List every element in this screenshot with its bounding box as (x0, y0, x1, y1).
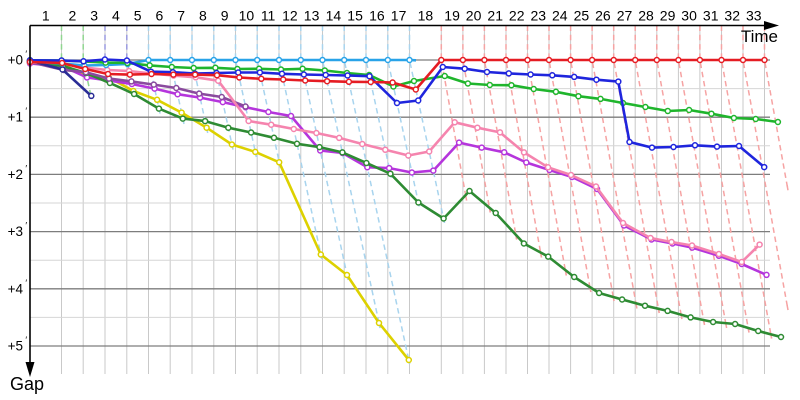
svg-text:′: ′ (25, 163, 27, 173)
svg-text:12: 12 (282, 8, 298, 24)
svg-text:+1: +1 (8, 110, 23, 125)
svg-text:27: 27 (617, 8, 633, 24)
svg-text:3: 3 (90, 8, 98, 24)
svg-text:26: 26 (595, 8, 611, 24)
svg-text:10: 10 (239, 8, 255, 24)
svg-text:32: 32 (724, 8, 740, 24)
svg-text:8: 8 (199, 8, 207, 24)
svg-text:9: 9 (221, 8, 229, 24)
svg-text:23: 23 (531, 8, 547, 24)
svg-text:Gap: Gap (10, 374, 44, 394)
svg-text:17: 17 (391, 8, 407, 24)
svg-text:Time: Time (741, 27, 778, 46)
svg-text:4: 4 (112, 8, 120, 24)
svg-text:′: ′ (25, 278, 27, 288)
svg-text:18: 18 (418, 8, 434, 24)
svg-text:15: 15 (347, 8, 363, 24)
svg-text:30: 30 (681, 8, 697, 24)
svg-text:+2: +2 (8, 167, 23, 182)
svg-text:33: 33 (746, 8, 762, 24)
svg-text:′: ′ (25, 106, 27, 116)
svg-text:+0: +0 (8, 53, 23, 68)
svg-text:29: 29 (660, 8, 676, 24)
svg-text:16: 16 (369, 8, 385, 24)
svg-text:21: 21 (487, 8, 503, 24)
svg-text:19: 19 (444, 8, 460, 24)
svg-text:+4: +4 (8, 281, 24, 296)
svg-text:′: ′ (25, 221, 27, 231)
svg-text:2: 2 (69, 8, 77, 24)
svg-text:′: ′ (25, 49, 27, 59)
svg-text:28: 28 (638, 8, 654, 24)
svg-text:1: 1 (42, 8, 50, 24)
svg-text:6: 6 (156, 8, 164, 24)
svg-text:11: 11 (261, 8, 276, 24)
svg-text:20: 20 (466, 8, 482, 24)
svg-text:24: 24 (552, 8, 568, 24)
svg-text:14: 14 (326, 8, 342, 24)
svg-text:25: 25 (574, 8, 590, 24)
svg-text:7: 7 (177, 8, 185, 24)
svg-text:13: 13 (304, 8, 320, 24)
svg-text:31: 31 (703, 8, 719, 24)
svg-text:+5: +5 (8, 339, 23, 354)
svg-text:+3: +3 (8, 224, 23, 239)
svg-text:′: ′ (25, 335, 27, 345)
svg-text:5: 5 (134, 8, 142, 24)
svg-text:22: 22 (509, 8, 525, 24)
